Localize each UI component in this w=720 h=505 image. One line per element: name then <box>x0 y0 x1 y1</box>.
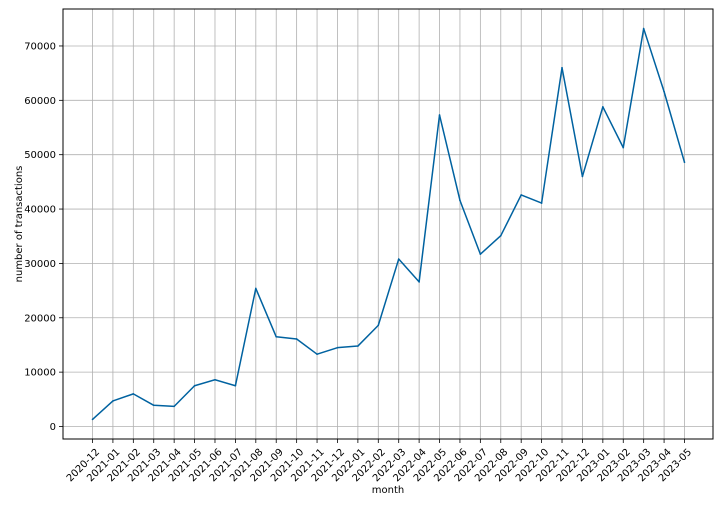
y-tick-label: 20000 <box>24 313 56 324</box>
data-point <box>459 199 461 202</box>
data-point <box>602 106 604 108</box>
data-point <box>234 384 237 387</box>
y-tick-label: 10000 <box>24 368 56 379</box>
y-tick-label: 40000 <box>24 205 56 216</box>
x-axis-title: month <box>372 485 404 496</box>
y-axis-ticks: 0 10000 20000 30000 40000 50000 60000 70000 <box>24 41 63 433</box>
data-point <box>540 202 543 204</box>
data-point <box>275 336 278 338</box>
data-point <box>91 418 94 421</box>
grid-lines <box>63 9 713 439</box>
data-point <box>193 384 196 387</box>
data-point <box>112 400 114 402</box>
y-tick-label: 30000 <box>24 259 56 270</box>
data-point <box>214 378 216 381</box>
data-point <box>642 27 645 30</box>
y-tick-label: 50000 <box>24 150 56 161</box>
series-line <box>91 27 686 420</box>
data-point <box>255 287 257 290</box>
data-point <box>132 393 135 395</box>
data-point <box>377 324 380 327</box>
data-point <box>173 405 175 408</box>
data-point <box>418 281 420 283</box>
data-point <box>561 66 563 69</box>
data-point <box>520 194 522 196</box>
y-tick-label: 0 <box>50 422 56 433</box>
y-tick-label: 60000 <box>24 96 56 107</box>
y-axis-title: number of transactions <box>14 166 25 283</box>
data-point <box>581 175 584 178</box>
data-point <box>336 346 339 349</box>
data-point <box>663 90 665 93</box>
series-group <box>91 27 686 421</box>
data-point <box>438 114 441 116</box>
y-tick-label: 70000 <box>24 41 56 52</box>
data-point <box>357 345 359 347</box>
data-point <box>622 146 625 149</box>
data-point <box>397 258 400 260</box>
data-point <box>152 404 155 407</box>
data-point <box>316 353 318 355</box>
data-point <box>479 253 482 255</box>
data-point <box>499 234 502 237</box>
data-point <box>683 161 686 164</box>
plot-frame <box>62 8 714 440</box>
data-point <box>295 338 298 340</box>
